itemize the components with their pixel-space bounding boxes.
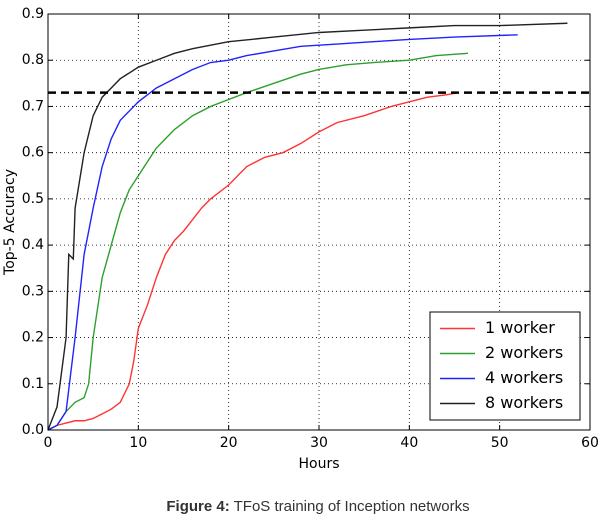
series-line bbox=[47, 52, 469, 431]
legend-label: 2 workers bbox=[485, 343, 563, 362]
y-tick-label: 0.4 bbox=[22, 237, 44, 253]
legend-label: 8 workers bbox=[485, 393, 563, 412]
x-tick-label: 40 bbox=[400, 435, 418, 451]
y-tick-label: 0.2 bbox=[22, 330, 44, 346]
y-tick-label: 0.6 bbox=[22, 145, 44, 161]
legend-box bbox=[429, 311, 581, 421]
x-axis-label: Hours bbox=[298, 456, 339, 472]
legend-label: 4 workers bbox=[485, 368, 563, 387]
series-line bbox=[47, 34, 518, 431]
series-line bbox=[47, 91, 460, 431]
y-axis-label: Top-5 Accuracy bbox=[2, 169, 18, 276]
plot-frame bbox=[47, 13, 591, 431]
series-line bbox=[47, 22, 568, 431]
y-tick-label: 0.8 bbox=[22, 52, 44, 68]
x-tick-label: 20 bbox=[220, 435, 238, 451]
legend-label: 1 worker bbox=[485, 318, 555, 337]
y-tick-label: 0.3 bbox=[22, 283, 44, 299]
y-tick-label: 0.5 bbox=[22, 191, 44, 207]
y-tick-label: 0.7 bbox=[22, 98, 44, 114]
x-tick-label: 30 bbox=[310, 435, 328, 451]
y-tick-label: 0.0 bbox=[22, 422, 44, 438]
caption-text: TFoS training of Inception networks bbox=[234, 498, 470, 515]
y-tick-label: 0.9 bbox=[22, 6, 44, 22]
caption: Figure 4: TFoS training of Inception net… bbox=[166, 498, 469, 515]
x-tick-label: 0 bbox=[44, 435, 53, 451]
x-tick-label: 60 bbox=[581, 435, 599, 451]
caption-label: Figure 4: bbox=[166, 498, 229, 515]
legend: 1 worker 2 workers 4 workers 8 workers bbox=[429, 311, 581, 421]
x-tick-label: 10 bbox=[129, 435, 147, 451]
y-tick-label: 0.1 bbox=[22, 376, 44, 392]
x-tick-label: 50 bbox=[491, 435, 509, 451]
